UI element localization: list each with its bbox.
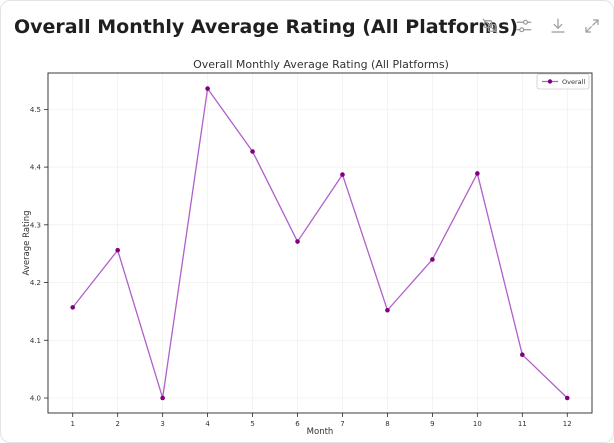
x-axis-label: Month bbox=[307, 427, 334, 437]
data-point bbox=[520, 352, 525, 357]
series-line-overall bbox=[72, 87, 568, 399]
plot-frame bbox=[47, 72, 593, 414]
y-tick-label: 4.5 bbox=[30, 106, 41, 114]
chart-toolbar bbox=[479, 15, 603, 37]
data-point bbox=[250, 149, 255, 154]
x-tick-label: 12 bbox=[563, 420, 572, 428]
y-tick-label: 4.4 bbox=[30, 164, 42, 172]
series bbox=[70, 86, 570, 401]
data-point bbox=[70, 305, 76, 310]
data-point bbox=[115, 247, 120, 253]
expand-icon bbox=[585, 19, 599, 33]
x-tick-label: 3 bbox=[160, 420, 164, 428]
data-point bbox=[340, 172, 345, 177]
y-tick-label: 4.1 bbox=[30, 337, 41, 345]
y-axis: 4.0 4.1 4.2 4.3 4.4 4.5 bbox=[30, 106, 48, 402]
data-point bbox=[160, 395, 165, 401]
grid bbox=[48, 73, 592, 413]
x-tick-label: 1 bbox=[70, 420, 74, 428]
legend-box bbox=[536, 73, 590, 90]
x-tick-label: 6 bbox=[295, 420, 300, 428]
legend-marker-swatch bbox=[547, 79, 553, 84]
line-chart: Overall Monthly Average Rating (All Plat… bbox=[22, 58, 593, 437]
x-axis: 1 2 3 4 5 6 7 8 9 10 11 12 bbox=[70, 413, 572, 428]
expand-button[interactable] bbox=[581, 15, 603, 37]
data-point bbox=[295, 239, 300, 244]
y-tick-label: 4.0 bbox=[30, 394, 41, 402]
download-icon bbox=[551, 18, 565, 33]
data-point bbox=[430, 257, 435, 262]
download-button[interactable] bbox=[547, 15, 569, 37]
chart-area: Overall Monthly Average Rating (All Plat… bbox=[1, 51, 613, 441]
x-tick-label: 10 bbox=[473, 420, 482, 428]
x-tick-label: 11 bbox=[518, 420, 527, 428]
legend: Overall bbox=[536, 73, 590, 90]
x-tick-label: 5 bbox=[250, 420, 254, 428]
filter-button[interactable] bbox=[513, 15, 535, 37]
y-axis-label: Average Rating bbox=[22, 210, 32, 275]
filter-sliders-icon bbox=[516, 19, 532, 33]
y-tick-label: 4.2 bbox=[30, 279, 41, 287]
card-header: Overall Monthly Average Rating (All Plat… bbox=[1, 1, 613, 57]
data-point bbox=[564, 395, 570, 401]
no-cells-icon bbox=[482, 18, 498, 34]
legend-label: Overall bbox=[562, 78, 585, 86]
page-title: Overall Monthly Average Rating (All Plat… bbox=[14, 16, 519, 38]
x-tick-label: 2 bbox=[115, 420, 119, 428]
y-tick-label: 4.3 bbox=[30, 221, 41, 229]
data-point bbox=[385, 307, 390, 313]
data-point bbox=[205, 86, 210, 91]
no-cells-button[interactable] bbox=[479, 15, 501, 37]
data-point bbox=[475, 171, 480, 176]
x-tick-label: 8 bbox=[385, 420, 389, 428]
x-tick-label: 4 bbox=[205, 420, 210, 428]
x-tick-label: 9 bbox=[430, 420, 434, 428]
chart-title: Overall Monthly Average Rating (All Plat… bbox=[193, 58, 449, 71]
x-tick-label: 7 bbox=[340, 420, 344, 428]
